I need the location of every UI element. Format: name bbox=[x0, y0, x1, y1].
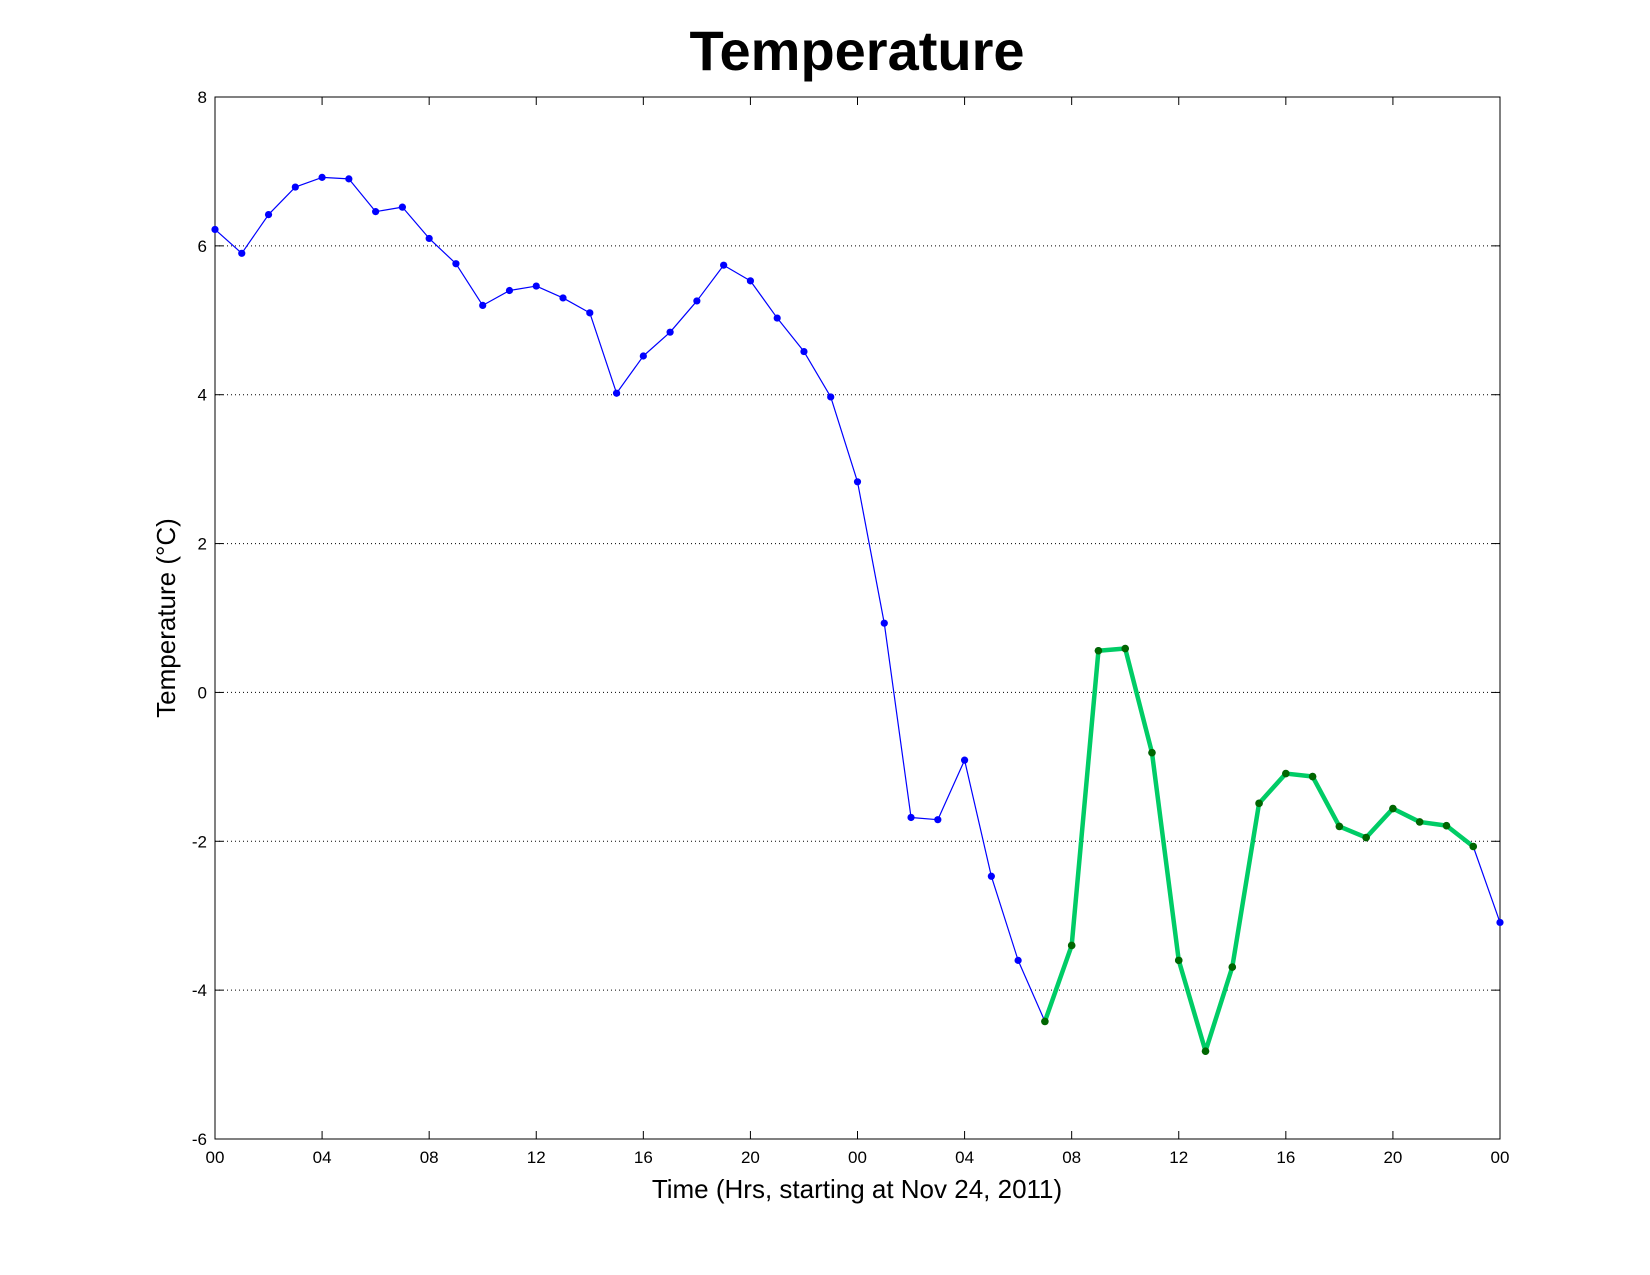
data-point bbox=[612, 389, 621, 397]
x-tick-label: 04 bbox=[955, 1148, 974, 1167]
data-point bbox=[1041, 1017, 1049, 1026]
data-point bbox=[693, 297, 701, 305]
axis-ticks: -6 -4 -2 0 2 4 6 8 00 04 08 12 16 20 00 04 08 12 16 20 00 bbox=[192, 88, 1510, 1167]
data-point bbox=[345, 175, 353, 183]
data-point bbox=[1335, 822, 1344, 831]
data-point bbox=[987, 872, 995, 880]
data-point bbox=[960, 756, 969, 764]
x-tick-label: 20 bbox=[741, 1148, 760, 1167]
data-point bbox=[398, 203, 406, 211]
data-point bbox=[773, 314, 781, 322]
data-point bbox=[746, 277, 755, 285]
x-tick-label: 00 bbox=[1491, 1148, 1510, 1167]
x-tick-label: 00 bbox=[848, 1148, 867, 1167]
chart-title: Temperature bbox=[689, 19, 1024, 82]
y-tick-label: -4 bbox=[192, 981, 207, 1000]
data-point bbox=[666, 328, 674, 336]
data-point bbox=[211, 225, 219, 234]
data-point bbox=[1094, 646, 1103, 655]
data-point bbox=[1067, 941, 1076, 950]
series-1 bbox=[1041, 644, 1478, 1055]
data-point bbox=[532, 282, 540, 290]
data-point bbox=[907, 813, 915, 822]
x-tick-label: 20 bbox=[1383, 1148, 1402, 1167]
x-tick-label: 08 bbox=[1062, 1148, 1081, 1167]
data-point bbox=[1308, 772, 1317, 781]
data-point bbox=[1228, 963, 1237, 971]
data-point bbox=[1469, 842, 1478, 851]
data-point bbox=[559, 294, 567, 302]
data-point bbox=[1201, 1047, 1210, 1055]
data-point bbox=[1415, 818, 1424, 826]
x-tick-label: 12 bbox=[1169, 1148, 1188, 1167]
data-point bbox=[372, 208, 380, 216]
x-tick-label: 04 bbox=[313, 1148, 332, 1167]
data-point bbox=[1362, 833, 1370, 842]
x-axis-label: Time (Hrs, starting at Nov 24, 2011) bbox=[652, 1174, 1062, 1204]
y-tick-label: 2 bbox=[198, 535, 207, 554]
y-tick-label: 0 bbox=[198, 683, 207, 702]
data-point bbox=[934, 816, 942, 824]
data-point bbox=[505, 286, 514, 295]
x-tick-label: 16 bbox=[634, 1148, 653, 1167]
y-tick-label: -6 bbox=[192, 1130, 207, 1149]
data-point bbox=[479, 301, 487, 309]
y-axis-label: Temperature (°C) bbox=[151, 518, 181, 718]
data-point bbox=[800, 347, 808, 356]
x-tick-label: 00 bbox=[206, 1148, 225, 1167]
data-point bbox=[1121, 644, 1130, 653]
data-point bbox=[1496, 918, 1504, 927]
data-point bbox=[452, 260, 460, 268]
data-point bbox=[1148, 748, 1156, 757]
data-point bbox=[586, 309, 594, 317]
data-point bbox=[264, 210, 273, 219]
data-point bbox=[1174, 956, 1183, 965]
y-tick-label: 4 bbox=[198, 386, 207, 405]
data-point bbox=[720, 261, 728, 269]
y-tick-label: 6 bbox=[198, 237, 207, 256]
data-point bbox=[1255, 799, 1263, 808]
data-point bbox=[425, 234, 433, 243]
data-point bbox=[1389, 804, 1397, 813]
data-series bbox=[211, 173, 1504, 1055]
data-point bbox=[291, 183, 299, 191]
data-point bbox=[853, 478, 862, 486]
x-tick-label: 08 bbox=[420, 1148, 439, 1167]
data-point bbox=[318, 173, 326, 181]
y-tick-label: -2 bbox=[192, 832, 207, 851]
data-point bbox=[639, 352, 647, 360]
data-point bbox=[880, 619, 888, 627]
x-tick-label: 16 bbox=[1276, 1148, 1295, 1167]
y-tick-label: 8 bbox=[198, 88, 207, 107]
data-point bbox=[1014, 956, 1022, 964]
data-point bbox=[1442, 821, 1451, 830]
data-point bbox=[827, 393, 835, 401]
data-point bbox=[238, 249, 246, 257]
x-tick-label: 12 bbox=[527, 1148, 546, 1167]
data-point bbox=[1282, 769, 1290, 778]
